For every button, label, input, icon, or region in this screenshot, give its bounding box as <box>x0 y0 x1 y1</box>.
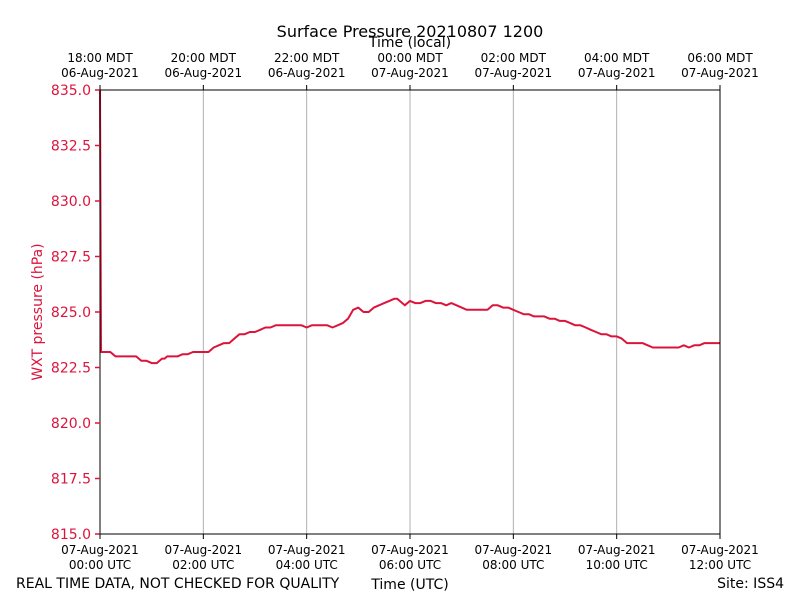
top-tick-label-time: 18:00 MDT <box>67 51 133 65</box>
y-tick-label: 832.5 <box>51 139 91 155</box>
pressure-series-line <box>99 89 720 365</box>
top-tick-label-date: 06-Aug-2021 <box>165 66 243 80</box>
quality-note: REAL TIME DATA, NOT CHECKED FOR QUALITY <box>16 576 340 592</box>
top-tick-label-date: 07-Aug-2021 <box>371 66 449 80</box>
x-tick-label-date: 07-Aug-2021 <box>475 543 553 557</box>
x-tick-label-time: 00:00 UTC <box>69 558 131 572</box>
y-tick-label: 827.5 <box>51 250 91 266</box>
x-tick-label-time: 02:00 UTC <box>172 558 234 572</box>
y-tick-label: 817.5 <box>51 472 91 488</box>
x-axis-title: Time (UTC) <box>370 577 448 593</box>
top-tick-label-time: 00:00 MDT <box>377 51 443 65</box>
site-label: Site: ISS4 <box>717 576 784 592</box>
top-tick-label-date: 06-Aug-2021 <box>61 66 139 80</box>
y-axis-ticks: 815.0 817.5 820.0 822.5 825.0 827.5 830.0 832.5… <box>51 83 100 543</box>
x-tick-label-date: 07-Aug-2021 <box>371 543 449 557</box>
x-tick-label-date: 07-Aug-2021 <box>681 543 759 557</box>
x-tick-label-time: 04:00 UTC <box>276 558 338 572</box>
y-tick-label: 820.0 <box>51 416 91 432</box>
top-tick-label-time: 20:00 MDT <box>171 51 237 65</box>
grid-lines <box>202 90 618 534</box>
x-tick-label-time: 10:00 UTC <box>586 558 648 572</box>
top-tick-label-date: 07-Aug-2021 <box>578 66 656 80</box>
x-tick-label-date: 07-Aug-2021 <box>268 543 346 557</box>
top-tick-label-time: 02:00 MDT <box>481 51 547 65</box>
y-tick-label: 815.0 <box>51 527 91 543</box>
top-tick-label-time: 04:00 MDT <box>584 51 650 65</box>
x-tick-label-time: 12:00 UTC <box>689 558 751 572</box>
y-tick-label: 835.0 <box>51 83 91 99</box>
top-axis-title: Time (local) <box>368 35 451 51</box>
y-tick-label: 825.0 <box>51 305 91 321</box>
top-tick-label-date: 06-Aug-2021 <box>268 66 346 80</box>
x-tick-label-time: 06:00 UTC <box>379 558 441 572</box>
x-tick-label-date: 07-Aug-2021 <box>165 543 243 557</box>
top-tick-label-time: 22:00 MDT <box>274 51 340 65</box>
x-tick-label-date: 07-Aug-2021 <box>578 543 656 557</box>
y-tick-label: 830.0 <box>51 194 91 210</box>
y-axis-title: WXT pressure (hPa) <box>30 243 46 380</box>
top-tick-label-time: 06:00 MDT <box>687 51 753 65</box>
y-tick-label: 822.5 <box>51 361 91 377</box>
top-tick-label-date: 07-Aug-2021 <box>475 66 553 80</box>
top-tick-label-date: 07-Aug-2021 <box>681 66 759 80</box>
chart-title: Surface Pressure 20210807 1200 <box>277 22 544 41</box>
x-tick-label-time: 08:00 UTC <box>482 558 544 572</box>
x-tick-label-date: 07-Aug-2021 <box>61 543 139 557</box>
